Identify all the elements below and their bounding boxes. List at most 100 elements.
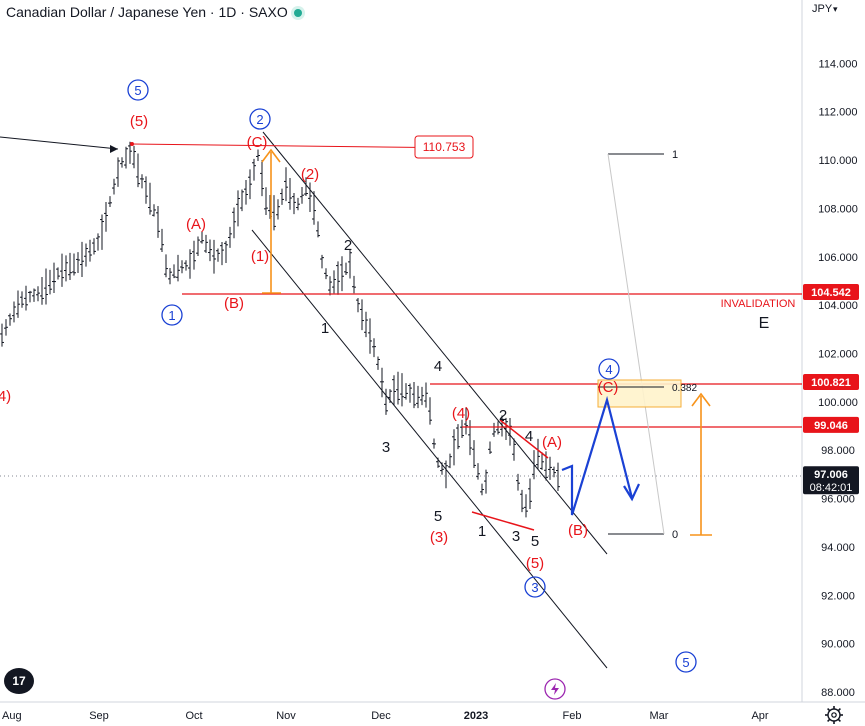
- wave-label-4: 4: [605, 362, 612, 377]
- fib-trend-line: [607, 153, 665, 535]
- ohlc-bar: [156, 206, 160, 238]
- ohlc-bar: [140, 174, 144, 189]
- ohlc-bar: [404, 383, 408, 400]
- ohlc-bar: [152, 204, 156, 217]
- ohlc-bar: [352, 275, 356, 294]
- lightning-icon[interactable]: [544, 678, 566, 700]
- ohlc-bar: [456, 424, 460, 450]
- ohlc-bar: [420, 386, 424, 406]
- ohlc-bar: [408, 383, 412, 403]
- price-label-countdown: 08:42:01: [810, 482, 853, 494]
- ohlc-bar: [24, 285, 28, 311]
- arrow-line: [0, 136, 119, 150]
- ohlc-bar: [160, 228, 164, 252]
- wave-label-red: (5): [130, 113, 148, 130]
- ohlc-bar: [16, 290, 20, 318]
- invalidation-label: INVALIDATION: [721, 298, 796, 310]
- ohlc-bar: [228, 226, 232, 248]
- ohlc-bar: [32, 288, 36, 302]
- ohlc-bar: [40, 277, 44, 305]
- fib-target-zone: [597, 379, 682, 408]
- ohlc-bar: [224, 240, 228, 263]
- wave-circle-5-top: [127, 79, 149, 101]
- ohlc-bars: [0, 141, 560, 518]
- currency-caret[interactable]: ▾: [833, 4, 838, 14]
- ohlc-bar: [300, 186, 304, 204]
- ohlc-bar: [368, 318, 372, 354]
- ohlc-bar: [188, 249, 192, 279]
- wave-label-red: (2): [301, 166, 319, 183]
- price-tick-label: 98.000: [821, 445, 855, 457]
- ohlc-bar: [164, 254, 168, 278]
- price-label-box: [803, 466, 859, 495]
- ohlc-bar: [372, 338, 376, 358]
- ohlc-bar: [112, 178, 116, 195]
- time-tick-label: Oct: [185, 710, 202, 722]
- wave-label-black-E: E: [759, 315, 770, 332]
- ohlc-bar: [8, 313, 12, 326]
- time-tick-label: Dec: [371, 710, 391, 722]
- ohlc-bar: [64, 255, 68, 282]
- ohlc-bar: [96, 233, 100, 251]
- wave-circle-5-bottom: [675, 651, 697, 673]
- ohlc-bar: [172, 264, 176, 279]
- ohlc-bar: [20, 291, 24, 308]
- ohlc-bar: [516, 473, 520, 491]
- ohlc-bar: [448, 453, 452, 469]
- ohlc-bar: [36, 286, 40, 302]
- ohlc-bar: [540, 452, 544, 470]
- wave-label-red: (B): [224, 295, 244, 312]
- ohlc-bar: [88, 239, 92, 262]
- channel-upper-line: [262, 131, 608, 555]
- ohlc-bar: [396, 371, 400, 405]
- price-label-box: [803, 284, 859, 301]
- price-label-box: [803, 373, 859, 390]
- ohlc-bar: [240, 189, 244, 212]
- ohlc-bar: [44, 268, 48, 305]
- ohlc-bar: [472, 440, 476, 469]
- ohlc-bar: [120, 157, 124, 168]
- ohlc-bar: [512, 438, 516, 461]
- time-tick-label: Mar: [650, 710, 669, 722]
- price-label-value: 104.542: [811, 287, 851, 299]
- tradingview-logo[interactable]: 17: [4, 668, 34, 694]
- time-axis[interactable]: Aug Sep Oct Nov Dec 2023 Feb Mar Apr: [2, 710, 769, 722]
- wave-label-black: 5: [434, 508, 442, 525]
- wave-label-3: 3: [531, 580, 538, 595]
- time-tick-label: 2023: [464, 710, 488, 722]
- fib-label-0: 0: [672, 529, 678, 541]
- ohlc-bar: [192, 240, 196, 270]
- ohlc-bar: [412, 381, 416, 409]
- ohlc-bar: [264, 187, 268, 216]
- ohlc-bar: [232, 207, 236, 239]
- market-status-dot: [293, 9, 302, 18]
- price-tick-label: 94.000: [821, 542, 855, 554]
- ohlc-bar: [256, 149, 260, 161]
- ohlc-bar: [528, 478, 532, 509]
- currency-label[interactable]: JPY: [812, 3, 833, 15]
- ohlc-bar: [48, 269, 52, 295]
- gear-icon[interactable]: [825, 706, 843, 724]
- wave-label-red: (5): [526, 555, 544, 572]
- price-tick-label: 88.000: [821, 687, 855, 699]
- ohlc-bar: [520, 489, 524, 513]
- symbol-title[interactable]: Canadian Dollar / Japanese Yen · 1D · SA…: [6, 4, 302, 20]
- ohlc-bar: [292, 193, 296, 215]
- ohlc-bar: [196, 236, 200, 257]
- level-label-box: [414, 135, 474, 159]
- ohlc-bar: [60, 253, 64, 287]
- ohlc-bar: [508, 417, 512, 446]
- ohlc-bar: [272, 195, 276, 231]
- ohlc-bar: [428, 397, 432, 425]
- ohlc-bar: [200, 231, 204, 244]
- wave-label-5-top: 5: [134, 83, 141, 98]
- wave-label-red: (4): [0, 388, 11, 405]
- wave-label-black: 4: [525, 428, 533, 445]
- time-tick-label: Apr: [751, 710, 768, 722]
- price-tick-label: 106.000: [818, 252, 858, 264]
- price-axis[interactable]: 88.000 90.000 92.000 94.000 96.000 98.000 100.…: [818, 58, 858, 699]
- level-line-110: [131, 143, 471, 149]
- wave-label-black: 1: [478, 523, 486, 540]
- ohlc-bar: [328, 276, 332, 296]
